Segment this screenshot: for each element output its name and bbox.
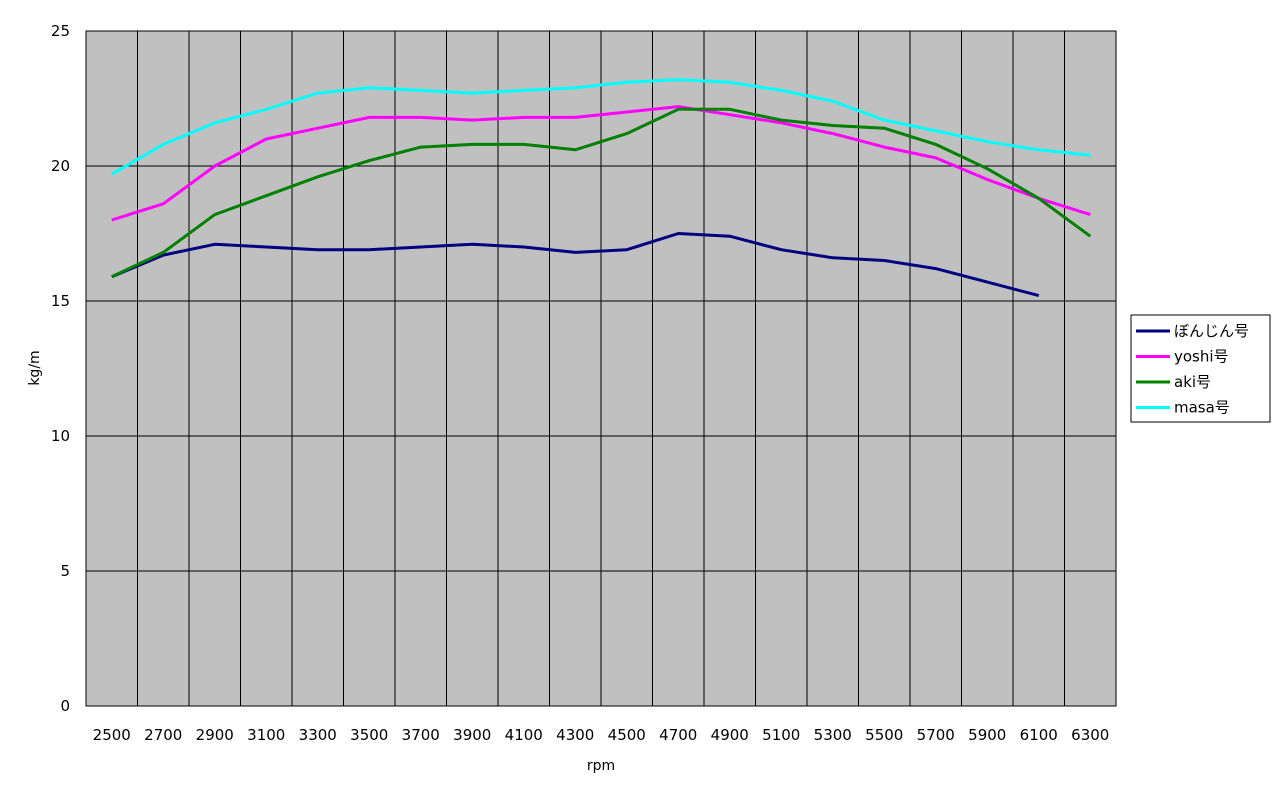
x-tick-label: 2900: [196, 726, 234, 744]
y-axis-title: kg/m: [27, 350, 43, 385]
y-tick-label: 20: [51, 157, 70, 175]
x-axis-ticks: 2500 2700 2900 3100 3300 3500 3700 3900 4100 4300…: [93, 726, 1110, 744]
x-tick-label: 5300: [814, 726, 852, 744]
legend: ぼんじん号 yoshi号 aki号 masa号: [1130, 314, 1271, 423]
x-tick-label: 5700: [917, 726, 955, 744]
series-line: [111, 107, 1092, 279]
x-tick-label: 6100: [1020, 726, 1058, 744]
legend-label: masa号: [1174, 399, 1230, 417]
x-tick-label: 3500: [350, 726, 388, 744]
y-axis-ticks: 0 5 10 15 20 25: [51, 22, 70, 715]
x-tick-label: 5100: [762, 726, 800, 744]
x-tick-label: 4100: [505, 726, 543, 744]
x-tick-label: 5900: [968, 726, 1006, 744]
x-tick-label: 3900: [453, 726, 491, 744]
legend-box: [1130, 314, 1271, 423]
series-lines: [111, 78, 1092, 298]
x-tick-label: 2500: [93, 726, 131, 744]
y-tick-label: 10: [51, 427, 70, 445]
legend-label: aki号: [1174, 373, 1211, 391]
x-tick-label: 4500: [608, 726, 646, 744]
x-tick-label: 4700: [659, 726, 697, 744]
x-tick-label: 4300: [556, 726, 594, 744]
y-tick-label: 15: [51, 292, 70, 310]
series-line: [111, 78, 1091, 176]
x-tick-label: 5500: [865, 726, 903, 744]
series-line: [111, 232, 1040, 298]
x-axis-title: rpm: [587, 758, 615, 774]
legend-label: ぼんじん号: [1174, 322, 1249, 340]
x-tick-label: 3300: [299, 726, 337, 744]
grid-lines: [86, 30, 1116, 707]
x-tick-label: 3100: [247, 726, 285, 744]
x-tick-label: 4900: [711, 726, 749, 744]
y-tick-label: 25: [51, 22, 70, 40]
y-tick-label: 0: [60, 697, 70, 715]
legend-label: yoshi号: [1174, 348, 1229, 366]
x-tick-label: 3700: [402, 726, 440, 744]
x-tick-label: 6300: [1071, 726, 1109, 744]
series-line: [111, 105, 1091, 222]
x-tick-label: 2700: [144, 726, 182, 744]
y-tick-label: 5: [60, 562, 70, 580]
